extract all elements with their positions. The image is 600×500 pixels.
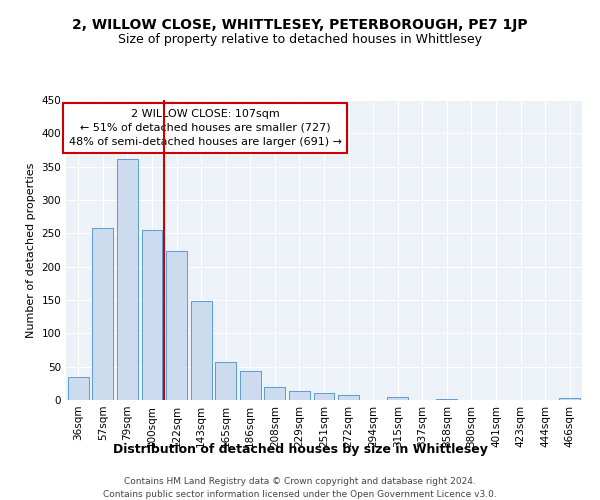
- Text: 2 WILLOW CLOSE: 107sqm
← 51% of detached houses are smaller (727)
48% of semi-de: 2 WILLOW CLOSE: 107sqm ← 51% of detached…: [69, 109, 342, 147]
- Bar: [240, 372, 261, 400]
- Bar: [314, 394, 334, 400]
- Bar: [436, 398, 457, 400]
- Bar: [289, 392, 310, 400]
- Text: 2, WILLOW CLOSE, WHITTLESEY, PETERBOROUGH, PE7 1JP: 2, WILLOW CLOSE, WHITTLESEY, PETERBOROUG…: [72, 18, 528, 32]
- Text: Distribution of detached houses by size in Whittlesey: Distribution of detached houses by size …: [113, 442, 487, 456]
- Text: Size of property relative to detached houses in Whittlesey: Size of property relative to detached ho…: [118, 32, 482, 46]
- Text: Contains HM Land Registry data © Crown copyright and database right 2024.: Contains HM Land Registry data © Crown c…: [124, 478, 476, 486]
- Bar: [265, 386, 286, 400]
- Bar: [559, 398, 580, 400]
- Bar: [142, 230, 163, 400]
- Bar: [338, 396, 359, 400]
- Text: Contains public sector information licensed under the Open Government Licence v3: Contains public sector information licen…: [103, 490, 497, 499]
- Bar: [92, 228, 113, 400]
- Bar: [191, 302, 212, 400]
- Bar: [117, 158, 138, 400]
- Bar: [166, 250, 187, 400]
- Bar: [215, 362, 236, 400]
- Bar: [387, 396, 408, 400]
- Bar: [68, 376, 89, 400]
- Y-axis label: Number of detached properties: Number of detached properties: [26, 162, 36, 338]
